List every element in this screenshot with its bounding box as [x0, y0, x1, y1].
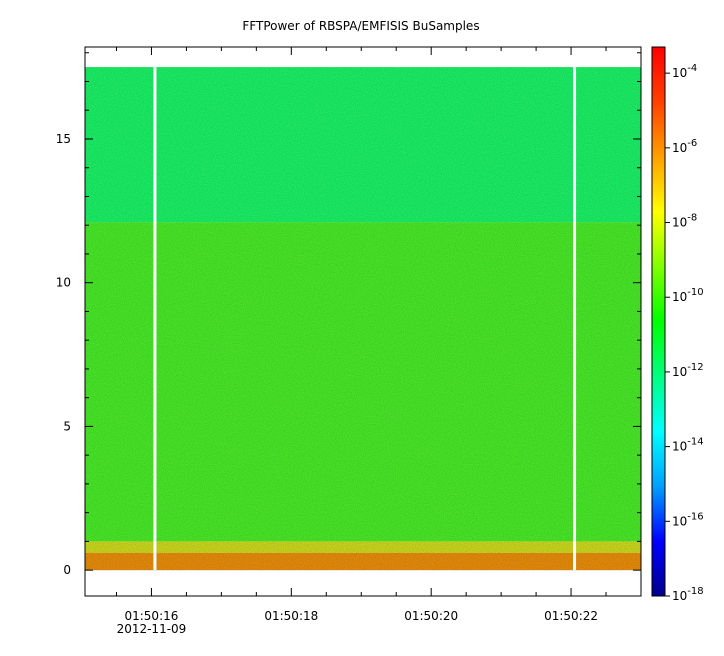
colorbar-gradient	[651, 46, 666, 597]
x-tick-label: 01:50:22	[544, 609, 598, 623]
colorbar-tick-label: 10-10	[672, 287, 704, 304]
plot-frame	[84, 46, 642, 597]
data-gap-1	[573, 67, 577, 571]
x-tick-date-label: 2012-11-09	[117, 622, 187, 636]
colorbar-tick-label: 10-14	[672, 437, 704, 454]
data-gap-0	[153, 67, 157, 571]
x-tick-label: 01:50:20	[404, 609, 458, 623]
colorbar-tick-label: 10-18	[672, 586, 704, 603]
colorbar-tick-label: 10-6	[672, 138, 697, 155]
y-tick-label: 10	[56, 276, 71, 290]
y-tick-label: 15	[56, 132, 71, 146]
colorbar-tick-label: 10-4	[672, 63, 697, 80]
x-tick-label: 01:50:18	[264, 609, 318, 623]
y-tick-label: 5	[63, 419, 71, 433]
data-gaps	[153, 67, 577, 571]
noise-texture	[85, 67, 641, 571]
chart-title: FFTPower of RBSPA/EMFISIS BuSamples	[242, 19, 479, 33]
x-tick-label: 01:50:16	[124, 609, 178, 623]
colorbar-ticks: 10-18 10-16 10-14 10-12 10-10 10-8 10-6 10-4	[665, 63, 704, 603]
colorbar-tick-label: 10-8	[672, 213, 697, 230]
colorbar-tick-label: 10-16	[672, 511, 704, 528]
y-tick-label: 0	[63, 563, 71, 577]
colorbar-tick-label: 10-12	[672, 362, 704, 379]
y-axis: 0 5 10 15	[56, 52, 641, 577]
colorbar: 10-18 10-16 10-14 10-12 10-10 10-8 10-6 10-4	[651, 46, 704, 603]
